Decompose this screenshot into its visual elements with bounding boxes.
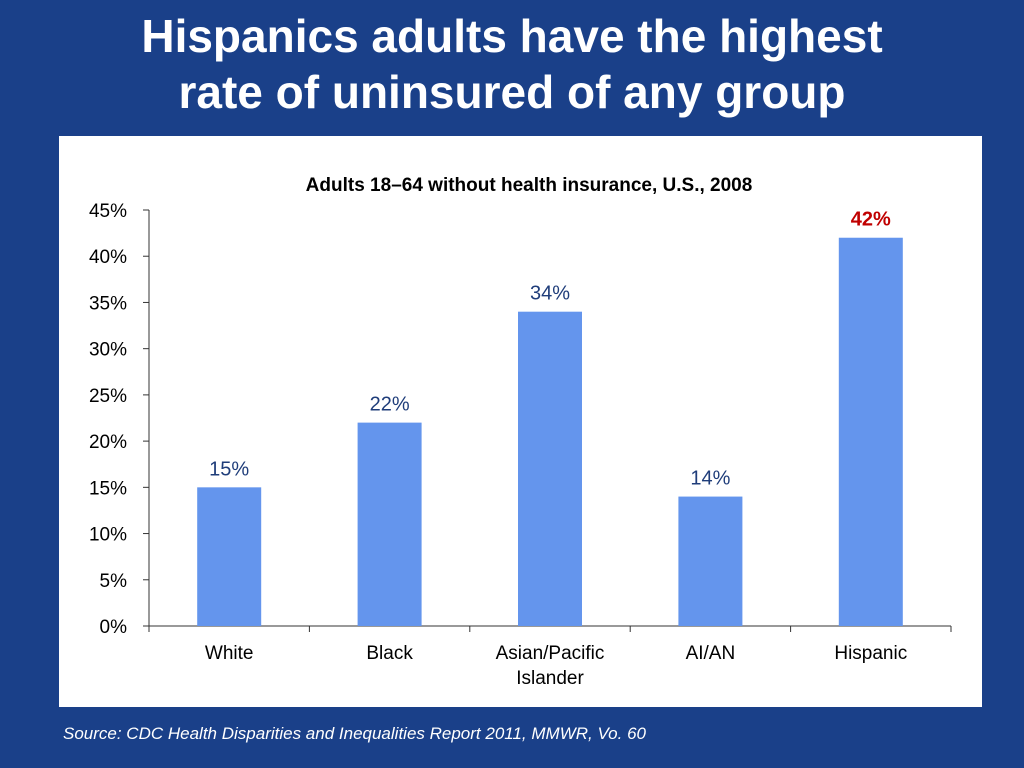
bar [838,237,903,626]
y-tick-label: 10% [89,525,127,546]
y-tick-label: 25% [89,386,127,407]
x-tick-label: Black [366,643,413,664]
x-tick-label: Asian/Pacific [496,643,605,664]
y-tick-label: 40% [89,247,127,268]
x-tick-label: White [205,643,254,664]
bar [678,496,743,626]
bar [357,422,422,626]
data-label: 22% [370,394,410,416]
data-label: 34% [530,283,570,305]
x-tick-label: Hispanic [834,643,907,664]
data-label: 42% [851,209,891,231]
bar [197,487,262,626]
bar-chart: Adults 18–64 without health insurance, U… [89,175,952,689]
chart-panel: Adults 18–64 without health insurance, U… [59,136,982,707]
bars [197,237,903,626]
y-tick-label: 20% [89,432,127,453]
y-axis: 0% 5% 10% 15% 20% 25% 30% 35% 40% 45% [89,201,150,638]
slide-title: Hispanics adults have the highest rate o… [0,8,1024,120]
y-tick-label: 0% [100,617,128,638]
y-tick-label: 30% [89,340,127,361]
bar [518,311,582,626]
x-tick-label-line-2: Islander [516,668,584,689]
data-labels: 15% 22% 34% 14% 42% [209,209,891,490]
y-tick-label: 45% [89,201,127,222]
y-tick-label: 15% [89,478,127,499]
chart-title: Adults 18–64 without health insurance, U… [306,175,753,196]
data-label: 15% [209,458,249,480]
slide-title-line-2: rate of uninsured of any group [178,66,846,118]
y-tick-label: 5% [100,571,128,592]
x-tick-label: AI/AN [686,643,736,664]
x-axis: White Black Asian/Pacific Islander AI/AN Hisp… [148,625,952,689]
data-label: 14% [690,468,730,490]
y-tick-label: 35% [89,293,127,314]
source-note: Source: CDC Health Disparities and Inequ… [63,724,646,743]
slide-title-line-1: Hispanics adults have the highest [141,10,883,62]
